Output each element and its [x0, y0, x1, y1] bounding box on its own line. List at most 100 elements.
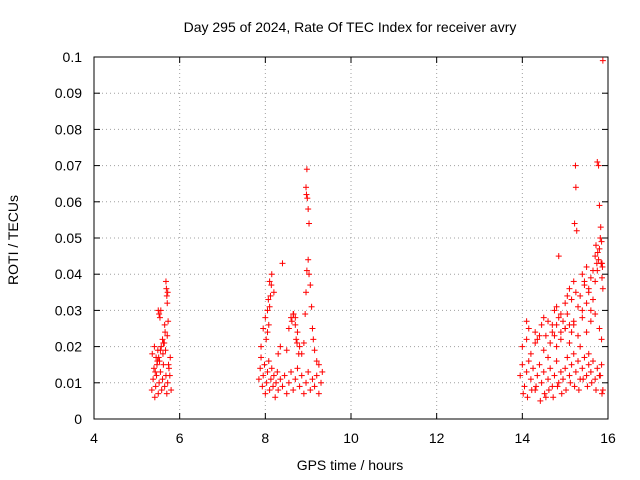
- y-tick-label: 0.02: [55, 339, 82, 355]
- data-point: [524, 394, 531, 401]
- data-point: [547, 339, 554, 346]
- data-point: [294, 329, 301, 336]
- data-point: [599, 274, 606, 281]
- data-point: [596, 245, 603, 252]
- data-point: [262, 390, 269, 397]
- data-point: [525, 358, 532, 365]
- data-point: [580, 376, 587, 383]
- data-point: [572, 184, 579, 191]
- data-point: [150, 376, 157, 383]
- y-tick-label: 0.09: [55, 85, 82, 101]
- data-point: [159, 336, 166, 343]
- data-point: [292, 321, 299, 328]
- data-point: [319, 368, 326, 375]
- data-point: [599, 390, 606, 397]
- data-point: [266, 278, 273, 285]
- data-point: [153, 361, 160, 368]
- data-point: [168, 387, 175, 394]
- data-point: [159, 376, 166, 383]
- data-point: [283, 347, 290, 354]
- data-point: [542, 394, 549, 401]
- data-point: [293, 336, 300, 343]
- data-point: [594, 158, 601, 165]
- data-point: [298, 372, 305, 379]
- data-point: [530, 365, 537, 372]
- data-point: [558, 390, 565, 397]
- data-point: [564, 292, 571, 299]
- data-point: [585, 289, 592, 296]
- data-point: [532, 329, 539, 336]
- data-point: [270, 289, 277, 296]
- data-point: [311, 383, 318, 390]
- x-tick-label: 12: [429, 430, 445, 446]
- data-point: [598, 238, 605, 245]
- data-point: [300, 339, 307, 346]
- data-point: [598, 361, 605, 368]
- data-point: [583, 300, 590, 307]
- data-point: [557, 311, 564, 318]
- data-point: [525, 325, 532, 332]
- data-point: [163, 285, 170, 292]
- data-point: [562, 300, 569, 307]
- data-point: [300, 390, 307, 397]
- data-point: [302, 311, 309, 318]
- data-point: [599, 285, 606, 292]
- data-point: [594, 365, 601, 372]
- data-point: [273, 379, 280, 386]
- data-point: [261, 361, 268, 368]
- data-point: [307, 387, 314, 394]
- data-point: [563, 387, 570, 394]
- data-point: [162, 329, 169, 336]
- data-point: [599, 57, 606, 64]
- data-point: [275, 350, 282, 357]
- data-point: [562, 365, 569, 372]
- y-tick-label: 0.03: [55, 302, 82, 318]
- points-layer: [148, 57, 606, 404]
- data-point: [545, 354, 552, 361]
- data-point: [575, 387, 582, 394]
- data-point: [285, 325, 292, 332]
- data-point: [519, 361, 526, 368]
- data-point: [264, 368, 271, 375]
- data-point: [566, 372, 573, 379]
- data-point: [560, 376, 567, 383]
- data-point: [157, 368, 164, 375]
- data-point: [164, 332, 171, 339]
- data-point: [566, 285, 573, 292]
- data-point: [588, 379, 595, 386]
- data-point: [160, 361, 167, 368]
- data-point: [555, 253, 562, 260]
- data-point: [264, 307, 271, 314]
- data-point: [545, 318, 552, 325]
- data-point: [159, 350, 166, 357]
- data-point: [590, 267, 597, 274]
- y-tick-label: 0.04: [55, 266, 82, 282]
- data-point: [266, 387, 273, 394]
- data-point: [568, 296, 575, 303]
- data-point: [279, 383, 286, 390]
- data-point: [157, 307, 164, 314]
- data-point: [570, 278, 577, 285]
- data-point: [315, 361, 322, 368]
- data-point: [267, 376, 274, 383]
- data-point: [575, 303, 582, 310]
- data-point: [309, 325, 316, 332]
- data-point: [265, 321, 272, 328]
- data-point: [161, 383, 168, 390]
- data-point: [313, 358, 320, 365]
- data-point: [309, 376, 316, 383]
- data-point: [166, 372, 173, 379]
- data-point: [540, 368, 547, 375]
- data-point: [596, 325, 603, 332]
- data-point: [290, 387, 297, 394]
- data-point: [167, 354, 174, 361]
- data-point: [575, 358, 582, 365]
- data-point: [307, 282, 314, 289]
- data-point: [585, 350, 592, 357]
- data-point: [540, 347, 547, 354]
- data-point: [557, 329, 564, 336]
- data-point: [268, 271, 275, 278]
- data-point: [277, 343, 284, 350]
- data-point: [568, 361, 575, 368]
